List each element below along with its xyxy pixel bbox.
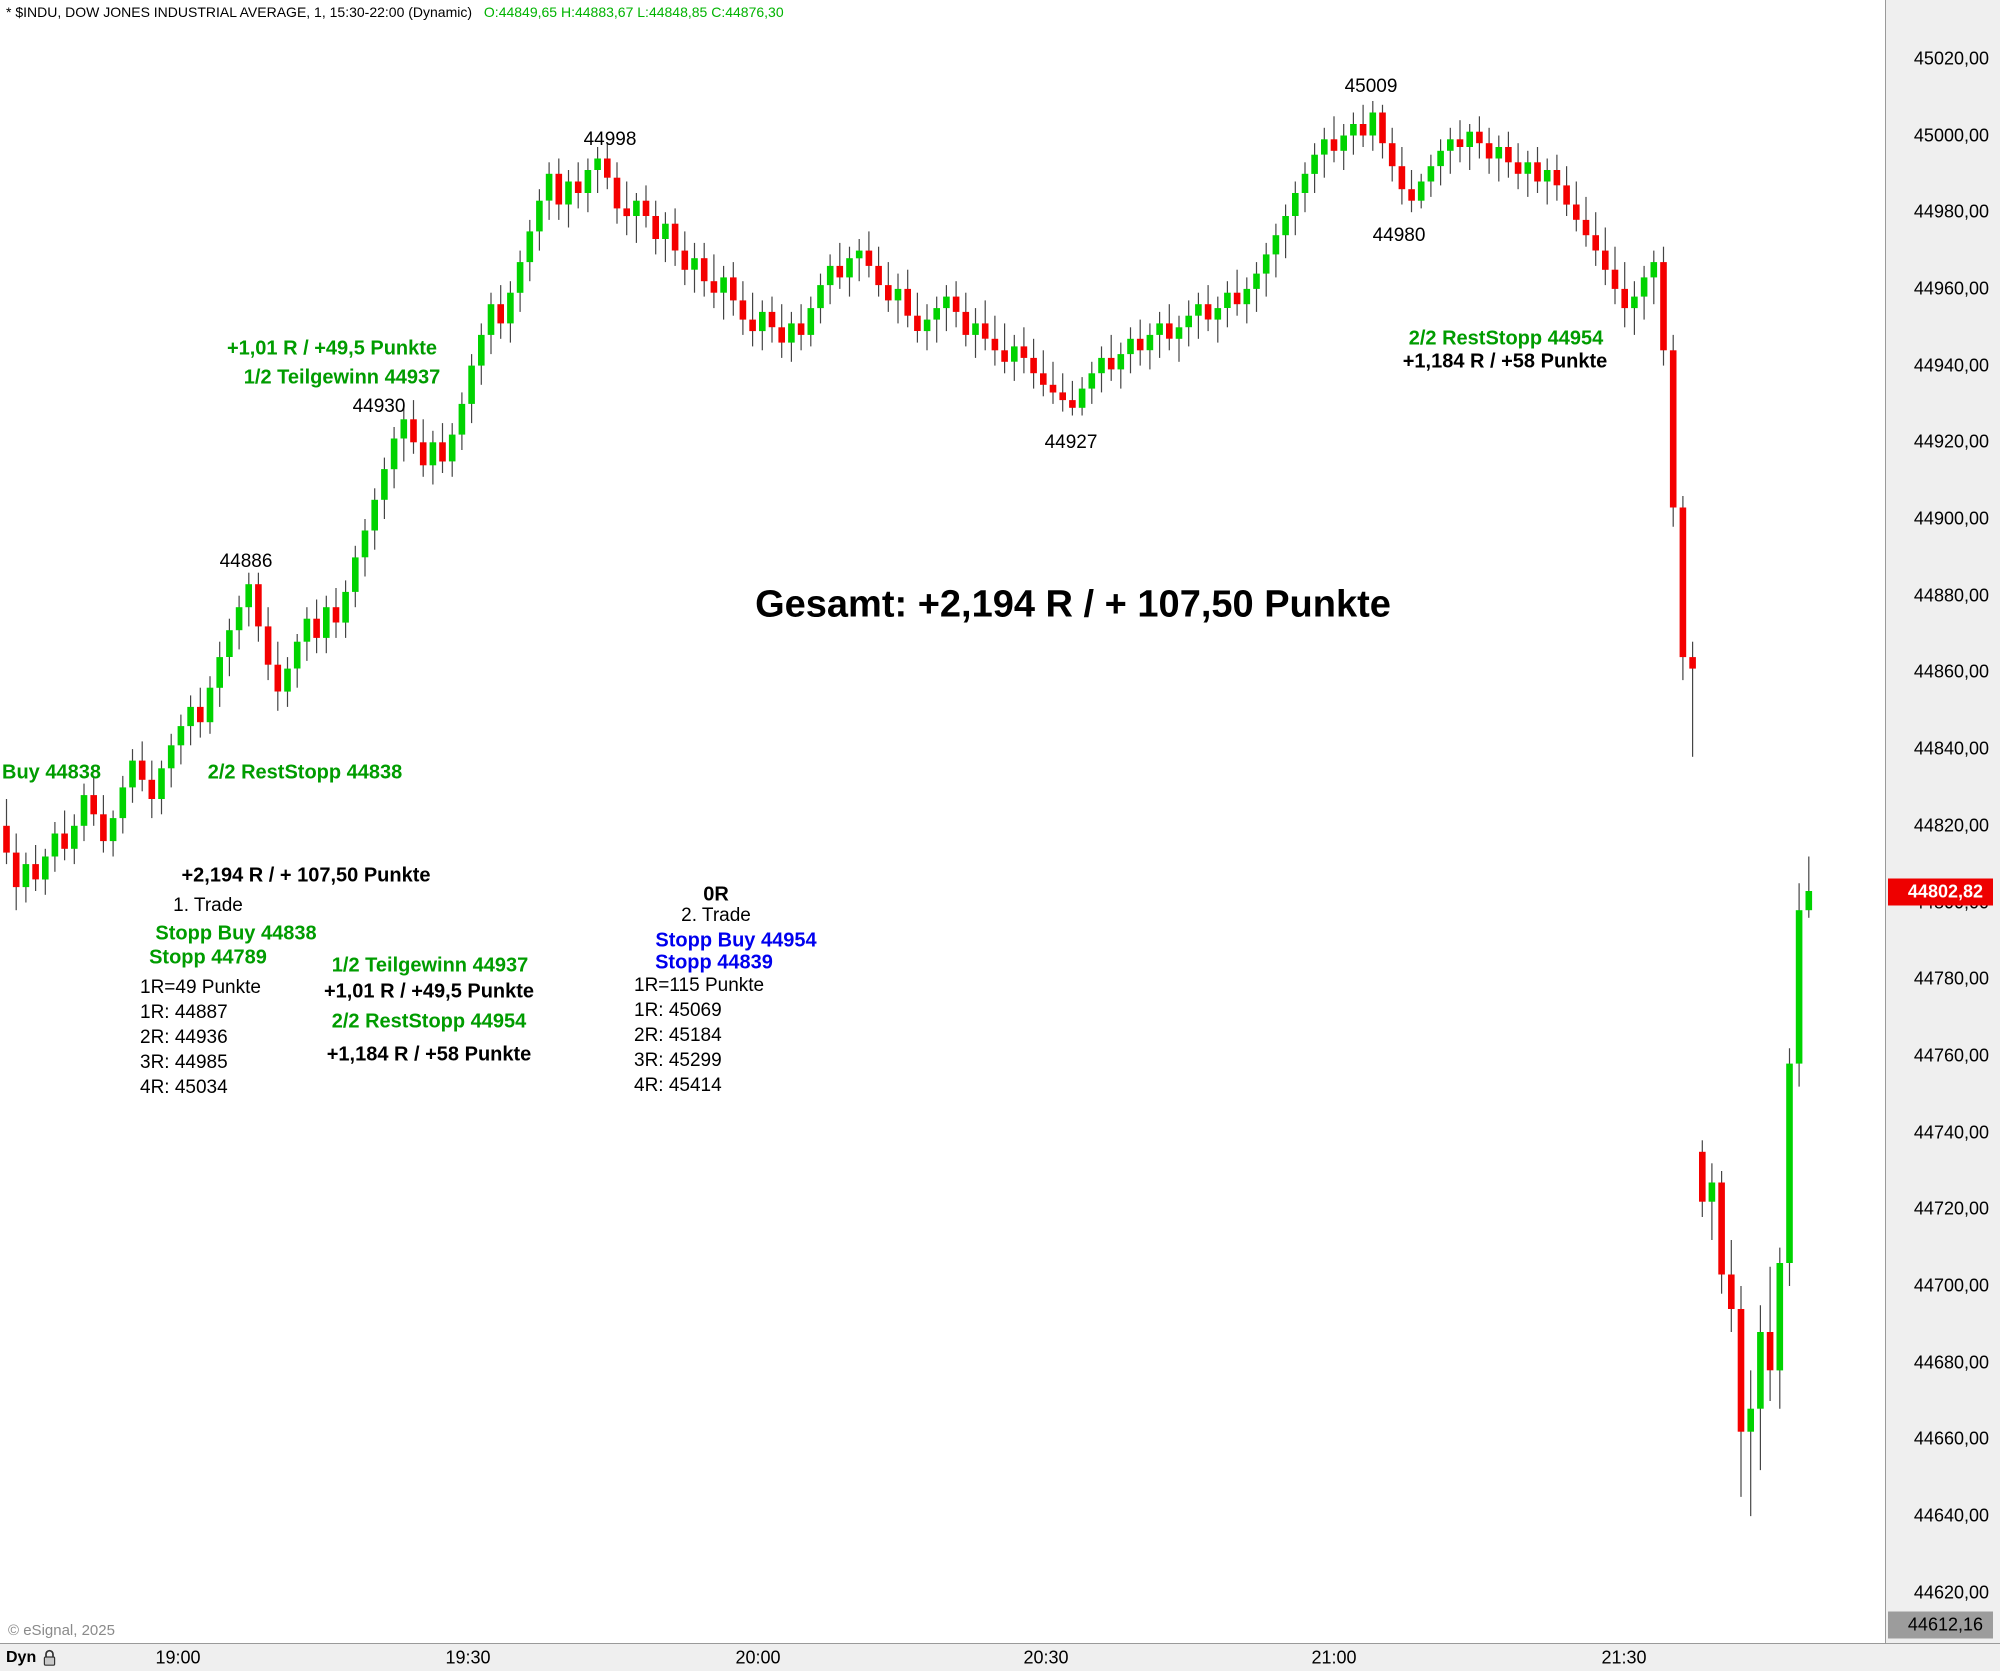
time-axis[interactable]: Dyn 19:00 19:30 20:00 20:30 21:00 21:30 (0, 1643, 2000, 1671)
time-axis-label: 20:00 (735, 1647, 781, 1668)
annotation-trade2-zero-r: 0R (703, 883, 729, 906)
price-axis-label: 44720,00 (1913, 1198, 1989, 1219)
annotation-trade2-result-top: +1,184 R / +58 Punkte (1402, 350, 1608, 373)
annotation-reststopp-left: 2/2 RestStopp 44838 (207, 761, 403, 784)
label-high-44998: 44998 (583, 129, 637, 150)
price-axis-label: 45000,00 (1913, 125, 1989, 145)
price-axis-label: 44660,00 (1913, 1428, 1989, 1449)
trade1-r-line: 2R: 44936 (140, 1027, 228, 1048)
label-high-44886: 44886 (219, 551, 273, 572)
current-price-tag: 44802,82 (1888, 878, 1993, 906)
annotation-trade2-stopp-buy: Stopp Buy 44954 (655, 929, 817, 952)
price-axis-label: 44640,00 (1913, 1505, 1989, 1526)
annotation-trade1-stopp: Stopp 44789 (149, 946, 267, 969)
price-axis-label: 44780,00 (1913, 968, 1989, 989)
price-axis-label: 44880,00 (1913, 585, 1989, 606)
annotation-trade1-teilgewinn: 1/2 Teilgewinn 44937 (331, 954, 529, 977)
time-axis-label: 19:00 (155, 1647, 201, 1668)
label-high-45009: 45009 (1344, 76, 1398, 97)
annotation-trade2-label: 2. Trade (681, 905, 751, 926)
price-axis-label: 44940,00 (1913, 355, 1989, 376)
annotation-gesamt-total: Gesamt: +2,194 R / + 107,50 Punkte (755, 583, 1391, 626)
trade1-r-line: 3R: 44985 (140, 1052, 228, 1073)
trade1-r-line: 1R=49 Punkte (140, 977, 261, 998)
session-low-tag: 44612,16 (1888, 1611, 1993, 1639)
trade1-r-list: 1R=49 Punkte 1R: 44887 2R: 44936 3R: 449… (140, 975, 261, 1100)
ohlc-readout: O:44849,65 H:44883,67 L:44848,85 C:44876… (483, 4, 784, 20)
price-axis-label: 44900,00 (1913, 508, 1989, 529)
annotation-trade1-teilgewinn-top: 1/2 Teilgewinn 44937 (243, 366, 441, 389)
trade2-r-line: 3R: 45299 (634, 1050, 722, 1071)
price-axis-label: 44700,00 (1913, 1275, 1989, 1296)
price-axis-label: 44820,00 (1913, 815, 1989, 836)
lock-icon[interactable] (42, 1649, 57, 1667)
trade2-r-line: 1R=115 Punkte (634, 975, 765, 996)
price-axis-label: 44620,00 (1913, 1582, 1989, 1603)
label-high-44930: 44930 (352, 396, 406, 417)
label-low-44927: 44927 (1044, 432, 1098, 453)
price-axis-label: 44860,00 (1913, 661, 1989, 682)
annotation-buy-left: Buy 44838 (2, 761, 101, 784)
annotation-trade1-total: +2,194 R / + 107,50 Punkte (181, 864, 431, 887)
symbol-title: * $INDU, DOW JONES INDUSTRIAL AVERAGE, 1… (6, 4, 473, 20)
chart-area[interactable]: 45009 44998 44980 44930 44886 44927 +1,0… (0, 0, 1885, 1643)
annotation-trade1-result-top: +1,01 R / +49,5 Punkte (226, 337, 438, 360)
annotation-trade2-stopp: Stopp 44839 (655, 951, 773, 974)
annotation-trade1-label: 1. Trade (173, 895, 243, 916)
time-axis-label: 21:30 (1601, 1647, 1647, 1668)
dyn-mode-button[interactable]: Dyn (6, 1649, 57, 1667)
trade2-r-line: 4R: 45414 (634, 1075, 722, 1096)
annotation-trade2-reststopp-top: 2/2 RestStopp 44954 (1408, 327, 1604, 350)
dyn-mode-label: Dyn (6, 1649, 37, 1666)
annotation-trade1-result2: +1,184 R / +58 Punkte (326, 1043, 532, 1066)
copyright-notice: © eSignal, 2025 (8, 1622, 115, 1639)
price-axis-label: 44760,00 (1913, 1045, 1989, 1066)
trade2-r-line: 2R: 45184 (634, 1025, 722, 1046)
annotation-trade1-result: +1,01 R / +49,5 Punkte (323, 980, 535, 1003)
trade1-r-line: 1R: 44887 (140, 1002, 228, 1023)
price-axis-label: 44740,00 (1913, 1122, 1989, 1143)
trade2-r-list: 1R=115 Punkte 1R: 45069 2R: 45184 3R: 45… (634, 973, 764, 1098)
price-axis[interactable]: 44620,00 44640,00 44660,00 44680,00 44700,00… (1885, 0, 2000, 1643)
price-axis-label: 44920,00 (1913, 431, 1989, 452)
candlestick-series (3, 101, 1813, 1517)
price-axis-label: 45020,00 (1913, 48, 1989, 69)
price-axis-label: 44980,00 (1913, 201, 1989, 222)
time-axis-label: 21:00 (1311, 1647, 1357, 1668)
trade1-r-line: 4R: 45034 (140, 1077, 228, 1098)
time-axis-label: 20:30 (1023, 1647, 1069, 1668)
trade2-r-line: 1R: 45069 (634, 1000, 722, 1021)
annotation-trade1-reststopp: 2/2 RestStopp 44954 (331, 1010, 527, 1033)
time-axis-label: 19:30 (445, 1647, 491, 1668)
price-axis-label: 44680,00 (1913, 1352, 1989, 1373)
annotation-trade1-stopp-buy: Stopp Buy 44838 (155, 922, 317, 945)
price-axis-label: 44840,00 (1913, 738, 1989, 759)
chart-header: * $INDU, DOW JONES INDUSTRIAL AVERAGE, 1… (6, 4, 784, 20)
label-dip-44980: 44980 (1372, 225, 1426, 246)
price-axis-label: 44960,00 (1913, 278, 1989, 299)
